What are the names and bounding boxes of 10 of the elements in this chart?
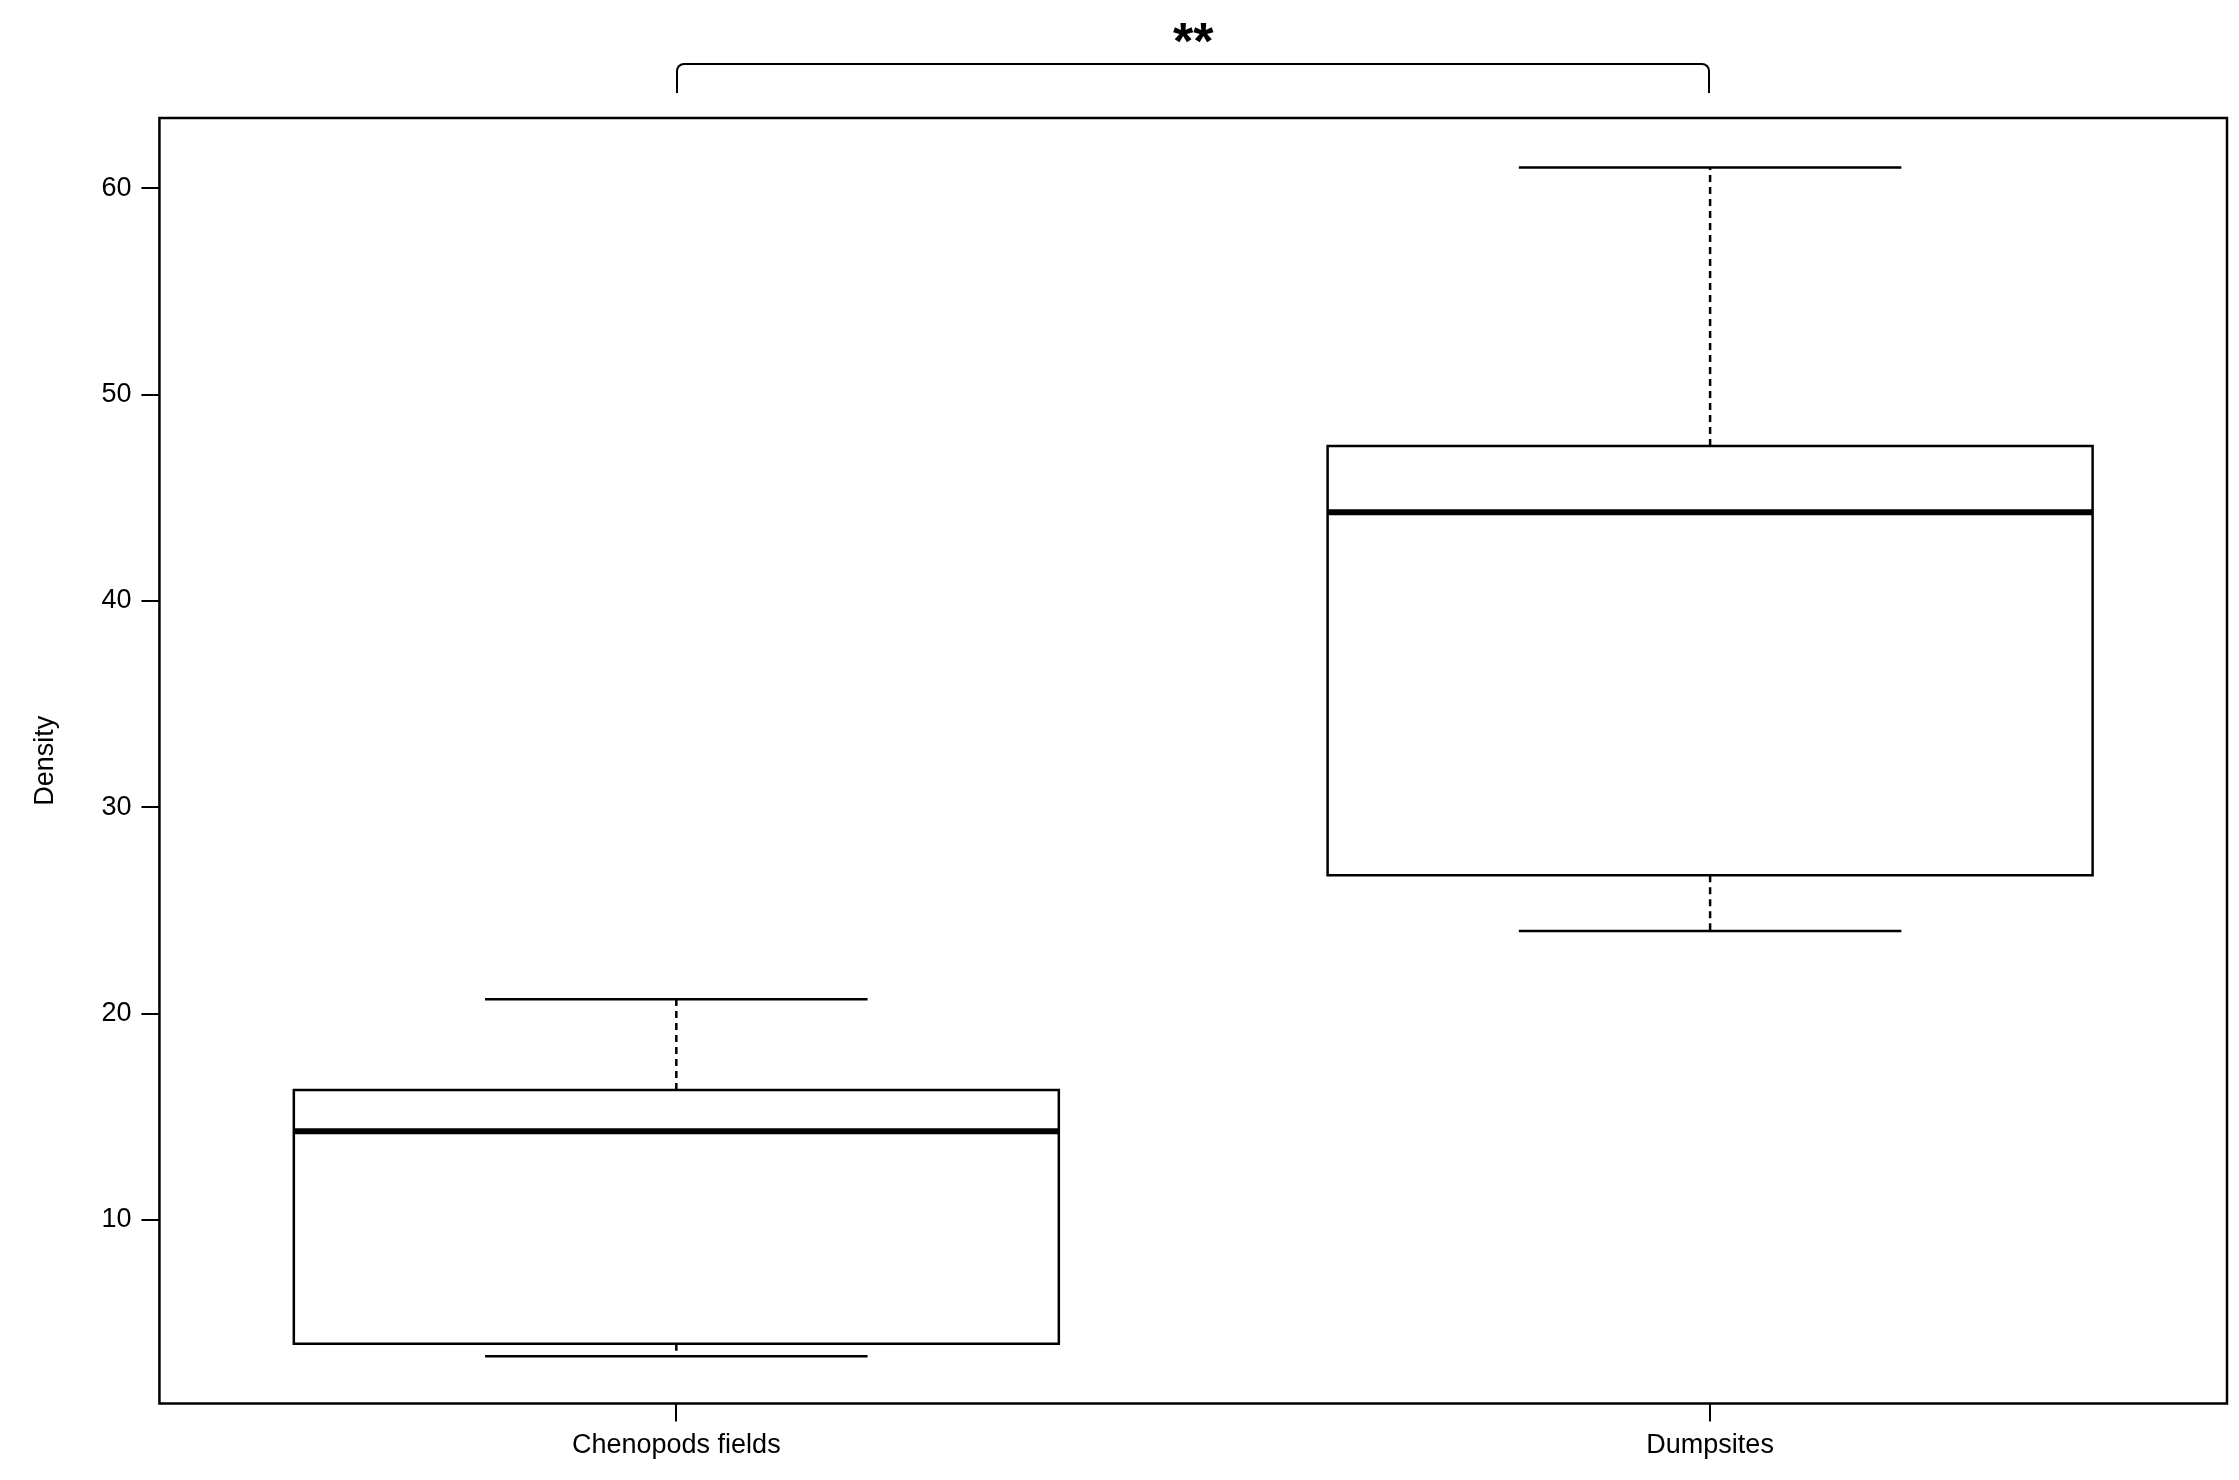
y-tick-label: 50 bbox=[101, 377, 132, 408]
y-tick-label: 20 bbox=[101, 997, 132, 1028]
y-tick-label: 30 bbox=[101, 790, 132, 821]
y-tick-label: 60 bbox=[101, 171, 132, 202]
x-tick-label: Chenopods fields bbox=[572, 1429, 781, 1460]
y-axis-title: Density bbox=[28, 715, 59, 806]
text: ** bbox=[1172, 12, 1215, 70]
x-tick-label: Dumpsites bbox=[1646, 1429, 1774, 1460]
y-tick-label: 40 bbox=[101, 584, 132, 615]
y-tick-label: 10 bbox=[101, 1203, 132, 1234]
